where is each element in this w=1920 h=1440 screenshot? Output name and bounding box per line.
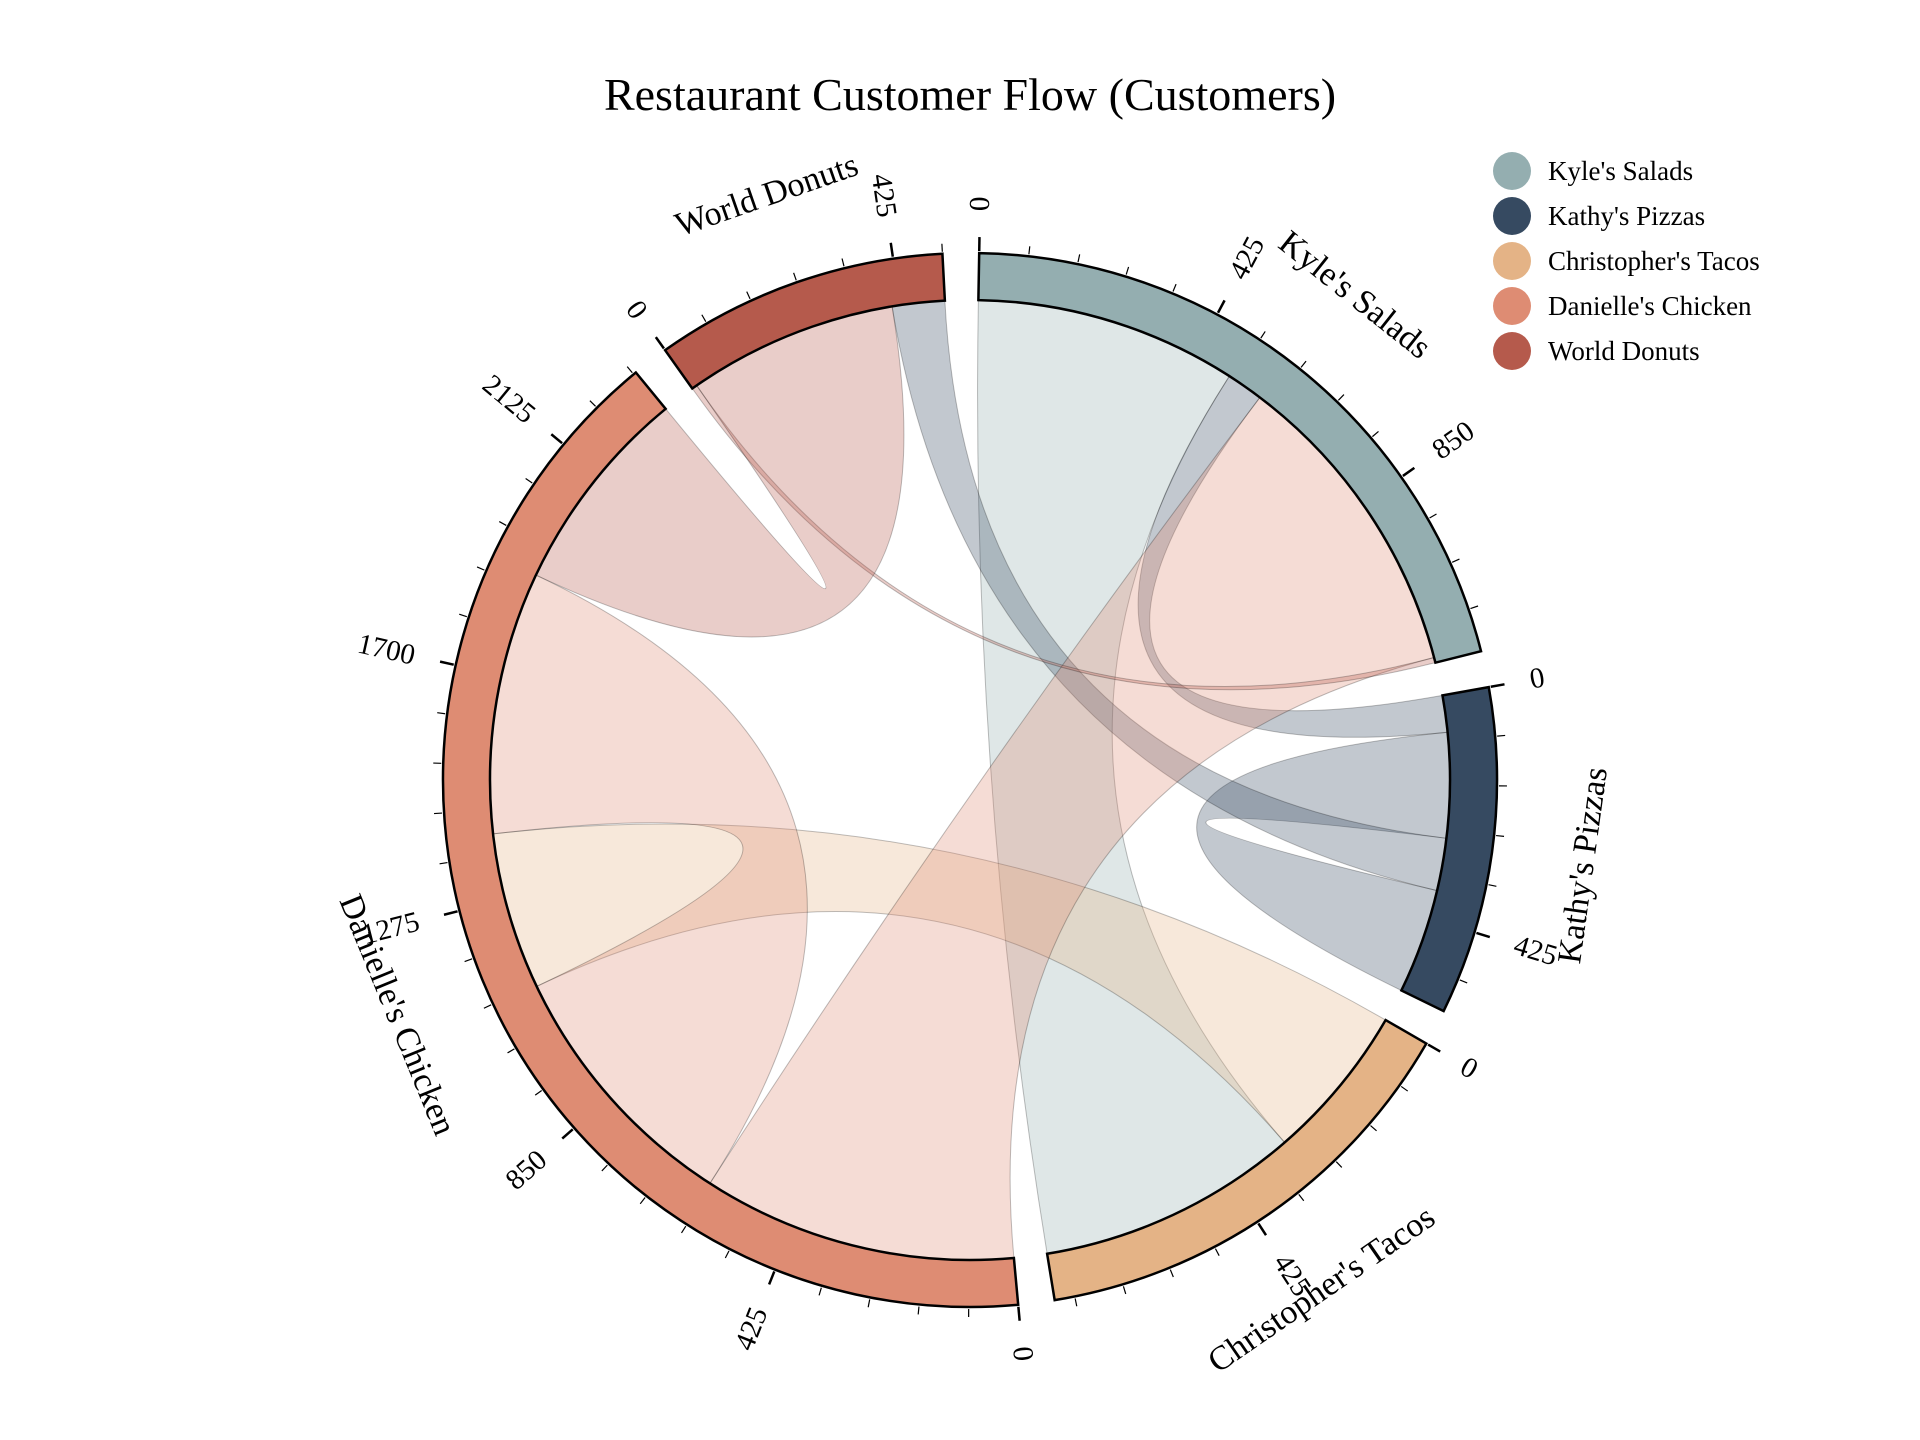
minor-tick <box>701 314 707 322</box>
major-tick <box>767 1271 776 1285</box>
arc-world-donuts <box>663 252 947 391</box>
minor-tick <box>1497 734 1506 737</box>
arc-danielle-s-chicken <box>441 370 1020 1309</box>
minor-tick <box>483 1004 492 1009</box>
minor-tick <box>1077 254 1081 263</box>
tick-label: 850 <box>1426 415 1480 466</box>
arc-christopher-s-tacos <box>1045 1018 1429 1302</box>
minor-tick <box>1451 558 1460 563</box>
major-tick <box>1427 1043 1441 1053</box>
major-tick <box>1216 299 1226 314</box>
minor-tick <box>1214 1248 1220 1256</box>
legend-label-danielle-s-chicken: Danielle's Chicken <box>1548 291 1752 321</box>
minor-tick <box>1372 430 1379 438</box>
group-label-kathy-s-pizzas: Kathy's Pizzas <box>1551 765 1615 966</box>
minor-tick <box>601 1164 608 1172</box>
arc-kyle-s-salads <box>977 251 1483 665</box>
legend-swatch-kyle-s-salads <box>1493 152 1531 190</box>
tick-label: 425 <box>729 1303 775 1355</box>
minor-tick <box>724 1250 730 1259</box>
minor-tick <box>434 812 443 815</box>
minor-tick <box>439 861 448 865</box>
minor-tick <box>746 291 751 300</box>
minor-tick <box>1260 331 1266 339</box>
minor-tick <box>1488 884 1497 887</box>
legend-label-kathy-s-pizzas: Kathy's Pizzas <box>1548 201 1705 231</box>
major-tick <box>1476 931 1491 939</box>
minor-tick <box>1459 979 1468 984</box>
tick-label: 0 <box>1527 661 1547 695</box>
minor-tick <box>1125 266 1130 275</box>
legend: Kyle's Salads Kathy's Pizzas Christopher's… <box>1493 152 1760 370</box>
tick-label: 0 <box>1006 1345 1039 1362</box>
minor-tick <box>498 521 507 526</box>
ribbons-layer <box>489 299 1451 1261</box>
minor-tick <box>1470 605 1479 610</box>
legend-label-world-donuts: World Donuts <box>1548 336 1700 366</box>
minor-tick <box>1370 1125 1377 1132</box>
tick-label: 0 <box>619 295 653 325</box>
minor-tick <box>464 958 473 963</box>
minor-tick <box>1298 1194 1305 1202</box>
minor-tick <box>867 1299 871 1308</box>
tick-label: 1700 <box>355 628 419 672</box>
tick-label: 425 <box>865 172 903 220</box>
minor-tick <box>1172 283 1177 292</box>
minor-tick <box>626 366 633 374</box>
legend-label-christopher-s-tacos: Christopher's Tacos <box>1548 246 1760 276</box>
minor-tick <box>1429 513 1437 519</box>
group-label-world-donuts: World Donuts <box>670 147 862 245</box>
tick-label: 2125 <box>476 368 541 430</box>
minor-tick <box>1496 834 1505 837</box>
minor-tick <box>1400 1085 1409 1092</box>
arc-kathy-s-pizzas <box>1399 685 1499 1013</box>
minor-tick <box>476 566 485 571</box>
tick-label: 425 <box>1223 231 1272 284</box>
minor-tick <box>525 478 533 484</box>
major-tick <box>1490 683 1505 689</box>
major-tick <box>1257 1222 1268 1236</box>
minor-tick <box>507 1048 515 1054</box>
group-arcs-layer <box>441 251 1499 1309</box>
legend-swatch-danielle-s-chicken <box>1493 287 1531 325</box>
minor-tick <box>680 1225 687 1234</box>
minor-tick <box>1169 1269 1174 1278</box>
minor-tick <box>917 1306 920 1315</box>
major-tick <box>550 433 563 445</box>
legend-swatch-world-donuts <box>1493 332 1531 370</box>
tick-label: 850 <box>499 1144 553 1197</box>
group-label-kyle-s-salads: Kyle's Salads <box>1272 224 1438 367</box>
tick-label: 0 <box>964 196 996 211</box>
major-tick <box>561 1128 574 1140</box>
tick-label: 0 <box>1455 1051 1484 1086</box>
major-tick <box>889 242 895 257</box>
chart-title: Restaurant Customer Flow (Customers) <box>604 69 1336 120</box>
major-tick <box>1017 1306 1021 1321</box>
legend-swatch-kathy-s-pizzas <box>1493 197 1531 235</box>
minor-tick <box>534 1089 543 1096</box>
minor-tick <box>589 400 596 407</box>
legend-label-kyle-s-salads: Kyle's Salads <box>1548 156 1693 186</box>
minor-tick <box>639 1197 646 1205</box>
major-tick <box>1402 466 1416 477</box>
minor-tick <box>1300 360 1307 368</box>
legend-swatch-christopher-s-tacos <box>1493 242 1531 280</box>
major-tick <box>654 336 665 350</box>
minor-tick <box>841 258 845 267</box>
minor-tick <box>818 1287 822 1296</box>
minor-tick <box>793 272 797 281</box>
minor-tick <box>1335 1161 1343 1168</box>
minor-tick <box>437 712 446 715</box>
major-tick <box>443 910 458 916</box>
minor-tick <box>1122 1286 1127 1295</box>
minor-tick <box>459 613 468 618</box>
minor-tick <box>1028 246 1031 255</box>
minor-tick <box>1074 1298 1078 1307</box>
major-tick <box>439 660 454 666</box>
minor-tick <box>1337 394 1345 401</box>
